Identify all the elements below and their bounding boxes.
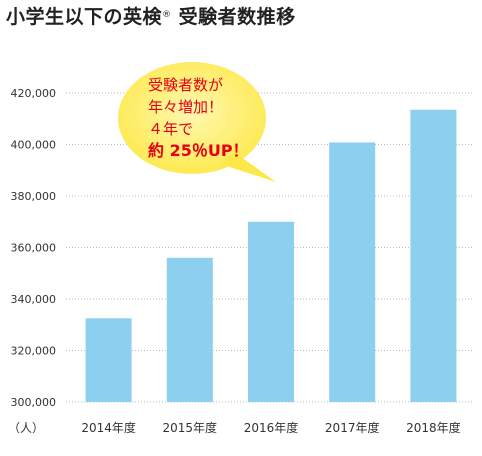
x-tick-label: 2018年度 bbox=[406, 420, 461, 435]
bar bbox=[329, 142, 376, 402]
registered-mark: ® bbox=[162, 10, 172, 20]
x-axis: 2014年度 2015年度 2016年度 2017年度 2018年度 bbox=[81, 420, 460, 435]
title-suffix: 受験者数推移 bbox=[171, 6, 296, 28]
title-main: 小学生以下の英検 bbox=[6, 6, 163, 28]
y-tick-label: 360,000 bbox=[11, 242, 57, 255]
y-tick-label: 320,000 bbox=[11, 345, 57, 358]
y-tick-label: 300,000 bbox=[11, 396, 57, 409]
callout-bubble: 受験者数が 年々増加！ ４年で 約 25％UP！ bbox=[116, 60, 276, 182]
bars bbox=[85, 109, 457, 403]
bar bbox=[410, 109, 457, 403]
y-tick-label: 400,000 bbox=[11, 139, 57, 152]
x-tick-label: 2014年度 bbox=[81, 420, 136, 435]
bar bbox=[248, 221, 294, 402]
y-unit-label: （人） bbox=[8, 421, 44, 435]
x-tick-label: 2016年度 bbox=[244, 420, 299, 435]
bar bbox=[166, 257, 213, 402]
chart-title: 小学生以下の英検® 受験者数推移 bbox=[6, 2, 296, 29]
y-tick-label: 340,000 bbox=[11, 293, 57, 306]
callout-line-1: 受験者数が bbox=[148, 76, 224, 94]
callout-line-2: 年々増加！ bbox=[148, 98, 224, 116]
x-tick-label: 2015年度 bbox=[163, 420, 218, 435]
callout-text: 受験者数が 年々増加！ ４年で 約 25％UP！ bbox=[148, 74, 249, 162]
callout-shape bbox=[118, 62, 276, 182]
callout-line-3: ４年で bbox=[148, 120, 194, 138]
y-tick-label: 420,000 bbox=[11, 87, 57, 100]
y-tick-label: 380,000 bbox=[11, 190, 57, 203]
y-axis: 300,000 320,000 340,000 360,000 380,000 400,0… bbox=[11, 87, 57, 409]
bar bbox=[85, 318, 132, 402]
x-tick-label: 2017年度 bbox=[325, 420, 380, 435]
callout-line-4: 約 25％UP！ bbox=[148, 141, 249, 160]
